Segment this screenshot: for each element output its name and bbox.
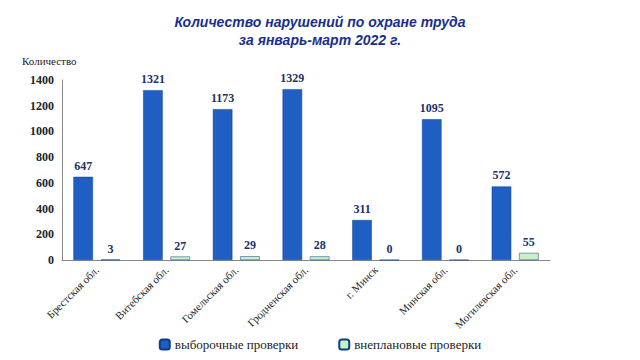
svg-text:1200: 1200 bbox=[30, 99, 54, 113]
svg-text:400: 400 bbox=[36, 202, 54, 216]
svg-text:1095: 1095 bbox=[420, 101, 444, 115]
svg-text:Гродненская обл.: Гродненская обл. bbox=[245, 264, 310, 329]
svg-text:за январь-март 2022 г.: за январь-март 2022 г. bbox=[239, 32, 401, 48]
svg-text:311: 311 bbox=[353, 202, 370, 216]
svg-text:Могилевская обл.: Могилевская обл. bbox=[452, 264, 519, 331]
svg-text:1321: 1321 bbox=[141, 72, 165, 86]
svg-text:Количество: Количество bbox=[22, 55, 77, 67]
svg-text:1000: 1000 bbox=[30, 124, 54, 138]
svg-text:Витебская обл.: Витебская обл. bbox=[113, 264, 171, 322]
svg-text:3: 3 bbox=[108, 242, 114, 256]
svg-text:29: 29 bbox=[244, 238, 256, 252]
svg-text:Брестская обл.: Брестская обл. bbox=[44, 264, 101, 321]
svg-text:27: 27 bbox=[174, 239, 186, 253]
svg-text:55: 55 bbox=[523, 235, 535, 249]
svg-text:Гомельская обл.: Гомельская обл. bbox=[179, 264, 241, 326]
svg-text:28: 28 bbox=[314, 238, 326, 252]
svg-text:выборочные проверки: выборочные проверки bbox=[175, 337, 299, 352]
svg-text:1329: 1329 bbox=[280, 71, 304, 85]
svg-text:572: 572 bbox=[492, 168, 510, 182]
svg-text:0: 0 bbox=[456, 242, 462, 256]
svg-text:г. Минск: г. Минск bbox=[343, 263, 381, 301]
svg-text:200: 200 bbox=[36, 227, 54, 241]
svg-text:600: 600 bbox=[36, 176, 54, 190]
svg-text:Количество нарушений по охране: Количество нарушений по охране труда bbox=[174, 14, 465, 30]
svg-text:800: 800 bbox=[36, 150, 54, 164]
svg-text:1173: 1173 bbox=[211, 91, 234, 105]
svg-text:0: 0 bbox=[386, 242, 392, 256]
svg-text:647: 647 bbox=[74, 159, 92, 173]
svg-text:1400: 1400 bbox=[30, 73, 54, 87]
svg-text:0: 0 bbox=[48, 253, 54, 267]
svg-text:Минская обл.: Минская обл. bbox=[396, 264, 449, 317]
svg-text:внеплановые проверки: внеплановые проверки bbox=[354, 337, 481, 352]
